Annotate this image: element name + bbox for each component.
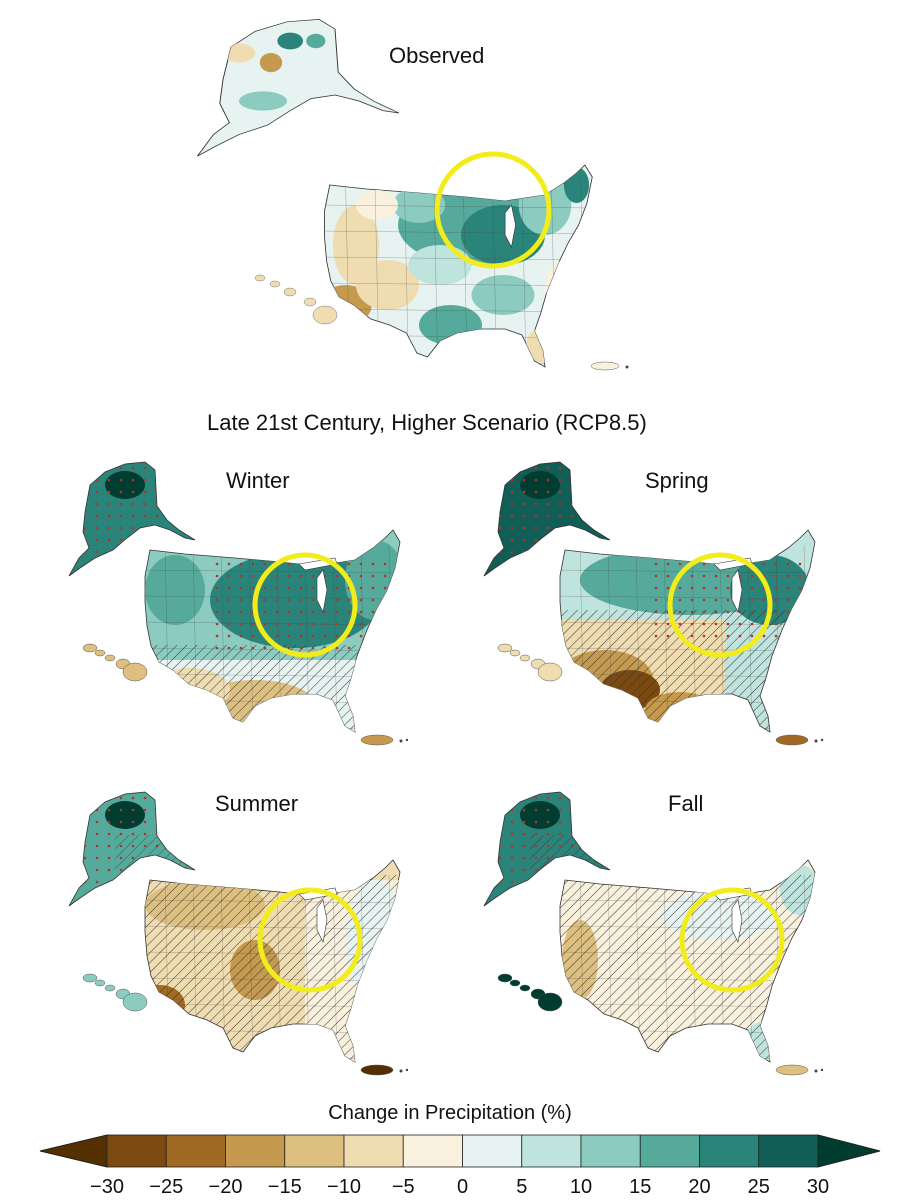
- colorbar-low-arrow: [39, 1134, 108, 1168]
- colorbar-cell: [343, 1134, 404, 1168]
- hawaii-shape: [497, 643, 563, 682]
- scenario-heading: Late 21st Century, Higher Scenario (RCP8…: [207, 410, 647, 435]
- highlight-circle: [679, 887, 785, 993]
- winter-map: [68, 461, 409, 746]
- puerto-rico-shape: [775, 1064, 824, 1076]
- hawaii-shape: [254, 274, 338, 325]
- colorbar-cell: [165, 1134, 226, 1168]
- colorbar-cell: [521, 1134, 582, 1168]
- colorbar-tick-label: 0: [457, 1176, 468, 1198]
- summer-title: Summer: [215, 791, 299, 816]
- puerto-rico-shape: [775, 734, 824, 746]
- colorbar-tick-label: −30: [90, 1176, 124, 1198]
- puerto-rico-shape: [360, 1064, 409, 1076]
- colorbar-tick-label: −25: [149, 1176, 183, 1198]
- hawaii-shape: [82, 973, 148, 1012]
- colorbar-high-arrow: [817, 1134, 881, 1168]
- spring-map: [483, 461, 824, 746]
- colorbar-tick-label: −5: [392, 1176, 415, 1198]
- spring-title: Spring: [645, 468, 709, 493]
- colorbar-cell: [699, 1134, 760, 1168]
- summer-map: [68, 791, 409, 1076]
- hawaii-shape: [82, 643, 148, 682]
- conus-shape: [144, 859, 401, 1063]
- highlight-circle: [667, 552, 773, 658]
- colorbar-title: Change in Precipitation (%): [328, 1102, 571, 1124]
- alaska-shape: [196, 19, 400, 157]
- colorbar-cell: [106, 1134, 167, 1168]
- colorbar-tick-label: 20: [688, 1176, 710, 1198]
- winter-title: Winter: [226, 468, 290, 493]
- colorbar-tick-label: −15: [268, 1176, 302, 1198]
- highlight-circle: [434, 151, 552, 269]
- hawaii-shape: [497, 973, 563, 1012]
- colorbar-cell: [225, 1134, 286, 1168]
- puerto-rico-shape: [590, 361, 629, 371]
- conus-shape: [324, 164, 593, 368]
- colorbar-cell: [758, 1134, 819, 1168]
- colorbar-tick-label: 10: [570, 1176, 592, 1198]
- colorbar-cell: [462, 1134, 523, 1168]
- observed-map: [196, 19, 629, 371]
- colorbar-tick-label: −10: [327, 1176, 361, 1198]
- fall-title: Fall: [668, 791, 704, 816]
- colorbar-cell: [639, 1134, 700, 1168]
- colorbar-cell: [284, 1134, 345, 1168]
- fall-map: [483, 791, 824, 1076]
- colorbar-tick-label: −20: [209, 1176, 243, 1198]
- highlight-circle: [257, 887, 363, 993]
- colorbar-tick-label: 30: [807, 1176, 829, 1198]
- colorbar-tick-label: 5: [516, 1176, 527, 1198]
- precipitation-colorbar: Change in Precipitation (%) −30 −25 −20 −15…: [39, 1102, 881, 1198]
- colorbar-cell: [402, 1134, 463, 1168]
- observed-title: Observed: [389, 43, 485, 68]
- highlight-circle: [252, 552, 358, 658]
- puerto-rico-shape: [360, 734, 409, 746]
- alaska-shape: [483, 461, 611, 577]
- colorbar-cell: [580, 1134, 641, 1168]
- colorbar-tick-label: 25: [748, 1176, 770, 1198]
- colorbar-tick-label: 15: [629, 1176, 651, 1198]
- conus-shape: [559, 529, 816, 733]
